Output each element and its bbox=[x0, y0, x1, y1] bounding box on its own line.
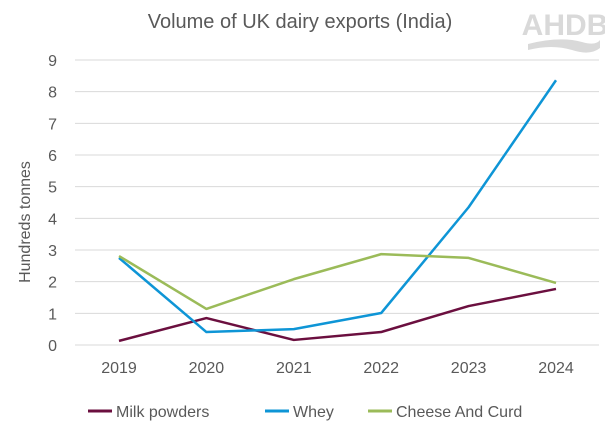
x-tick-label: 2020 bbox=[189, 360, 225, 377]
legend-label: Whey bbox=[293, 404, 334, 421]
series-line-whey bbox=[118, 79, 558, 334]
x-tick-label: 2023 bbox=[451, 360, 487, 377]
x-tick-label: 2024 bbox=[538, 360, 574, 377]
y-tick-label: 0 bbox=[48, 338, 57, 355]
logo-text: AHDB bbox=[522, 9, 605, 42]
chart-title: Volume of UK dairy exports (India) bbox=[148, 11, 453, 33]
y-tick-label: 9 bbox=[48, 53, 57, 70]
ahdb-logo: AHDB bbox=[522, 9, 605, 53]
y-tick-label: 3 bbox=[48, 243, 57, 260]
x-tick-label: 2019 bbox=[101, 360, 137, 377]
y-tick-label: 8 bbox=[48, 85, 57, 102]
x-tick-label: 2021 bbox=[276, 360, 312, 377]
y-axis-label: Hundreds tonnes bbox=[17, 161, 34, 283]
series-line-cheese-and-curd bbox=[118, 252, 557, 311]
legend-label: Milk powders bbox=[116, 404, 209, 421]
y-tick-label: 7 bbox=[48, 116, 57, 133]
y-tick-label: 1 bbox=[48, 306, 57, 323]
x-tick-label: 2022 bbox=[363, 360, 399, 377]
y-tick-label: 5 bbox=[48, 180, 57, 197]
y-tick-label: 6 bbox=[48, 148, 57, 165]
series-line-milk-powders bbox=[118, 287, 557, 343]
y-tick-label: 2 bbox=[48, 275, 57, 292]
y-tick-label: 4 bbox=[48, 211, 57, 228]
legend-label: Cheese And Curd bbox=[396, 404, 522, 421]
